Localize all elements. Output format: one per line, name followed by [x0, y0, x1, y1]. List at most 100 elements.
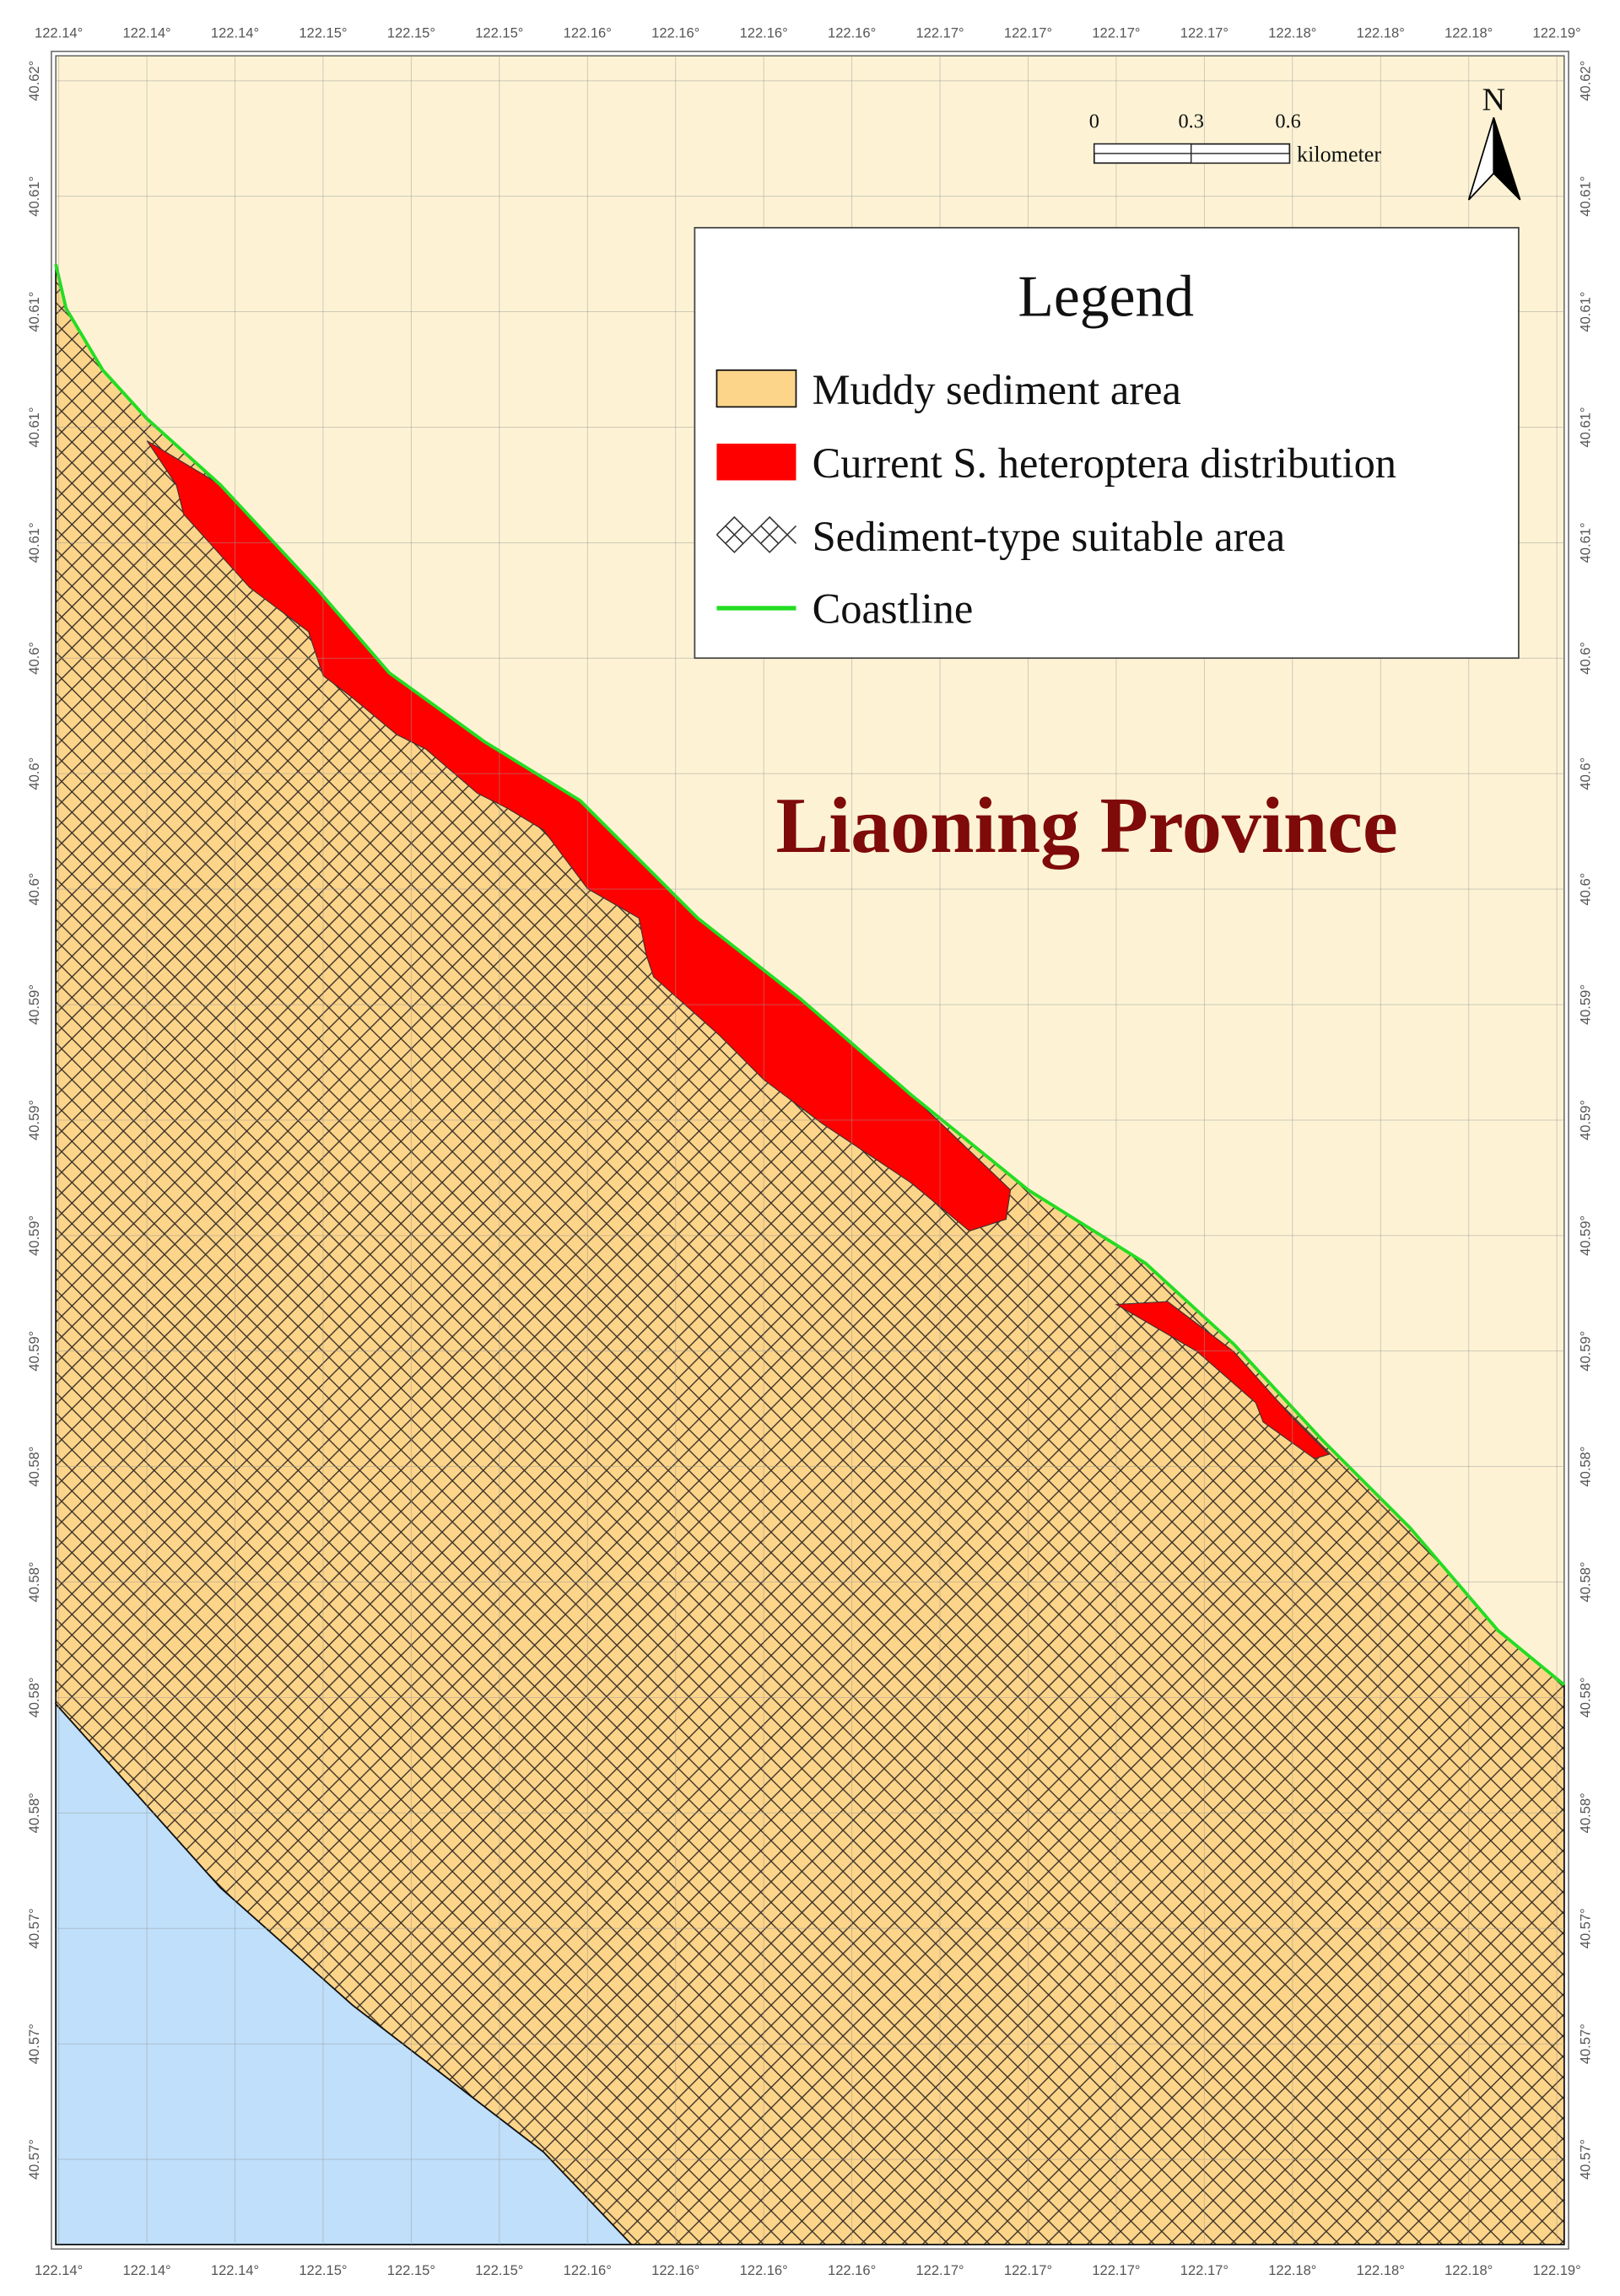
legend-swatch: [716, 515, 797, 553]
latitude-label: 40.6°: [1577, 757, 1593, 790]
latitude-label: 40.6°: [1577, 873, 1593, 906]
longitude-label: 122.17°: [1004, 24, 1052, 40]
legend-swatch: [716, 443, 796, 481]
longitude-label: 122.19°: [1533, 2262, 1581, 2278]
latitude-label: 40.61°: [26, 522, 42, 563]
longitude-label: 122.15°: [475, 2262, 523, 2278]
latitude-label: 40.59°: [26, 1100, 42, 1140]
longitude-label: 122.15°: [299, 24, 347, 40]
latitude-label: 40.61°: [1577, 292, 1593, 332]
scale-bar: 0 0.3 0.6 kilometer: [1089, 110, 1382, 167]
longitude-label: 122.17°: [1180, 24, 1228, 40]
latitude-label: 40.6°: [26, 873, 42, 906]
longitude-label: 122.16°: [740, 24, 788, 40]
latitude-label: 40.57°: [1577, 1908, 1593, 1948]
legend-title: Legend: [1018, 264, 1194, 329]
north-arrow: N: [1467, 83, 1521, 201]
latitude-label: 40.58°: [1577, 1447, 1593, 1487]
latitude-label: 40.61°: [26, 176, 42, 217]
region-label: Liaoning Province: [776, 782, 1398, 870]
longitude-label: 122.14°: [122, 2262, 170, 2278]
longitude-label: 122.16°: [651, 2262, 699, 2278]
latitude-label: 40.58°: [26, 1677, 42, 1717]
coordinate-labels: 122.14° 122.14° 122.14° 122.14° 122.14° 122.1…: [26, 24, 1593, 2277]
longitude-label: 122.15°: [387, 24, 435, 40]
longitude-label: 122.17°: [1092, 2262, 1140, 2278]
scale-label: 0.6: [1275, 110, 1300, 133]
longitude-label: 122.18°: [1357, 24, 1405, 40]
longitude-label: 122.18°: [1268, 24, 1316, 40]
longitude-label: 122.17°: [1004, 2262, 1052, 2278]
latitude-label: 40.59°: [26, 1331, 42, 1372]
longitude-label: 122.16°: [651, 24, 699, 40]
longitude-label: 122.17°: [915, 24, 964, 40]
latitude-label: 40.58°: [26, 1792, 42, 1833]
latitude-label: 40.6°: [26, 642, 42, 675]
scale-bar-segment: [1191, 153, 1291, 164]
latitude-label: 40.61°: [26, 407, 42, 447]
latitude-label: 40.61°: [1577, 407, 1593, 447]
latitude-label: 40.62°: [1577, 61, 1593, 101]
longitude-label: 122.17°: [1180, 2262, 1228, 2278]
legend-label: Current S. heteroptera distribution: [813, 439, 1396, 487]
longitude-label: 122.14°: [122, 24, 170, 40]
latitude-label: 40.58°: [26, 1562, 42, 1603]
latitude-label: 40.59°: [1577, 1100, 1593, 1140]
latitude-label: 40.57°: [1577, 2139, 1593, 2180]
longitude-label: 122.16°: [740, 2262, 788, 2278]
latitude-label: 40.61°: [1577, 522, 1593, 563]
longitude-label: 122.18°: [1268, 2262, 1316, 2278]
latitude-label: 40.61°: [26, 292, 42, 332]
longitude-label: 122.18°: [1357, 2262, 1405, 2278]
longitude-label: 122.18°: [1444, 24, 1493, 40]
longitude-label: 122.18°: [1444, 2262, 1493, 2278]
distribution-area: [1115, 1301, 1331, 1459]
longitude-label: 122.15°: [475, 24, 523, 40]
legend-label: Muddy sediment area: [813, 366, 1181, 413]
latitude-label: 40.58°: [1577, 1677, 1593, 1717]
latitude-label: 40.59°: [1577, 1215, 1593, 1256]
longitude-label: 122.16°: [564, 24, 612, 40]
scale-label: 0: [1089, 110, 1099, 133]
latitude-label: 40.61°: [1577, 176, 1593, 217]
north-label: N: [1482, 83, 1505, 118]
latitude-label: 40.57°: [26, 1908, 42, 1948]
legend-label: Coastline: [813, 585, 974, 632]
longitude-label: 122.16°: [828, 24, 876, 40]
latitude-label: 40.58°: [1577, 1792, 1593, 1833]
latitude-label: 40.59°: [26, 984, 42, 1025]
longitude-label: 122.15°: [299, 2262, 347, 2278]
longitude-label: 122.19°: [1533, 24, 1581, 40]
latitude-label: 40.57°: [26, 2139, 42, 2180]
north-arrow-right: [1493, 117, 1521, 201]
longitude-label: 122.16°: [564, 2262, 612, 2278]
latitude-label: 40.62°: [26, 61, 42, 101]
scale-label: 0.3: [1178, 110, 1203, 133]
latitude-label: 40.57°: [26, 2024, 42, 2064]
longitude-label: 122.17°: [1092, 24, 1140, 40]
legend-swatch: [716, 369, 797, 408]
outer-frame: [51, 51, 1569, 2250]
latitude-label: 40.57°: [1577, 2024, 1593, 2064]
legend-box: [694, 227, 1520, 660]
sea-area: [55, 1701, 634, 2245]
longitude-label: 122.17°: [915, 2262, 964, 2278]
longitude-label: 122.15°: [387, 2262, 435, 2278]
legend: Legend Muddy sediment area Current S. he…: [694, 227, 1520, 660]
latitude-label: 40.58°: [26, 1447, 42, 1487]
longitude-label: 122.14°: [35, 2262, 83, 2278]
longitude-label: 122.14°: [35, 24, 83, 40]
scale-bar-segment: [1094, 143, 1192, 154]
legend-label: Sediment-type suitable area: [813, 513, 1286, 560]
longitude-label: 122.14°: [211, 2262, 259, 2278]
scale-unit: kilometer: [1297, 143, 1381, 167]
latitude-label: 40.59°: [26, 1215, 42, 1256]
longitude-label: 122.14°: [211, 24, 259, 40]
latitude-label: 40.6°: [26, 757, 42, 790]
longitude-label: 122.16°: [828, 2262, 876, 2278]
latitude-label: 40.59°: [1577, 984, 1593, 1025]
latitude-label: 40.59°: [1577, 1331, 1593, 1372]
latitude-label: 40.58°: [1577, 1562, 1593, 1603]
